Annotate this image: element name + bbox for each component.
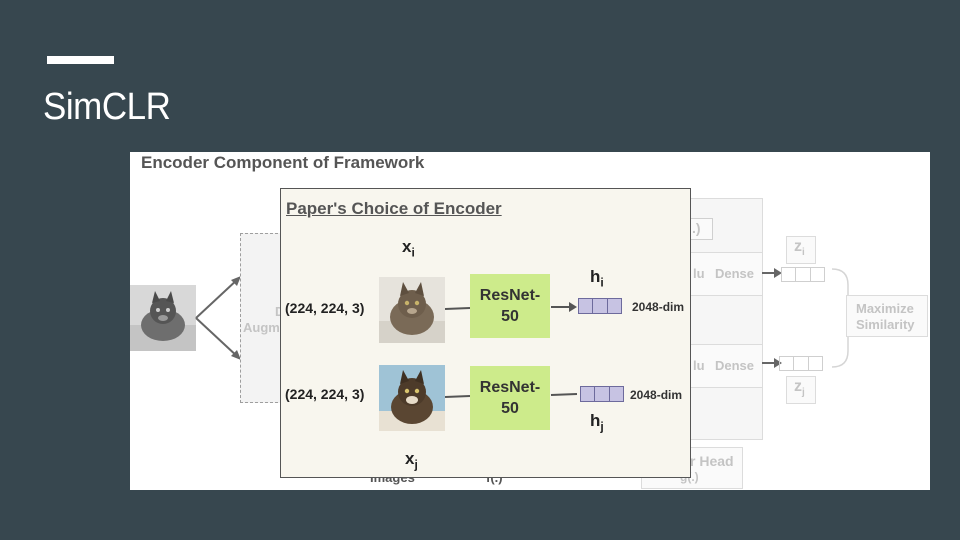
cat-image-j bbox=[379, 365, 445, 431]
bottom-vector-dim: 2048-dim bbox=[630, 388, 683, 402]
figure-title: Encoder Component of Framework bbox=[141, 153, 425, 172]
top-connector-lines bbox=[445, 302, 577, 312]
similarity-label: Similarity bbox=[856, 317, 915, 332]
z-i-label-box bbox=[786, 236, 816, 264]
h-j-vector bbox=[580, 386, 624, 402]
overlay-title: Paper's Choice of Encoder bbox=[286, 199, 502, 218]
augment-label-d: D bbox=[275, 304, 284, 319]
slide-title: SimCLR bbox=[43, 86, 171, 128]
input-cat-image bbox=[130, 285, 196, 351]
top-vector-dim: 2048-dim bbox=[632, 300, 685, 314]
resnet-50-bottom: ResNet- 50 bbox=[470, 366, 550, 430]
bottom-input-dims: (224, 224, 3) bbox=[285, 386, 365, 402]
z-i-vector bbox=[781, 267, 825, 282]
dense-top-label: Dense bbox=[715, 266, 755, 281]
h-i-vector bbox=[578, 298, 622, 314]
z-i-label: zi bbox=[794, 238, 805, 259]
x-j-label: xj bbox=[405, 449, 418, 472]
augment-label: Augm bbox=[243, 320, 280, 335]
z-j-vector bbox=[779, 356, 823, 371]
resnet-50-top: ResNet- 50 bbox=[470, 274, 550, 338]
x-i-label: xi bbox=[402, 237, 415, 260]
maximize-label: Maximize bbox=[856, 301, 914, 316]
h-i-label: hi bbox=[590, 267, 604, 290]
relu-bottom-label: lu bbox=[693, 358, 705, 373]
z-j-label: zj bbox=[794, 378, 805, 399]
bottom-connector-lines bbox=[445, 393, 578, 398]
dense-bottom-label: Dense bbox=[715, 358, 755, 373]
head-top-paren: .) bbox=[692, 220, 701, 236]
z-arrows bbox=[762, 268, 782, 368]
maximize-similarity-box bbox=[846, 295, 928, 337]
encoder-choice-overlay: Paper's Choice of Encoder xi (224, 224, … bbox=[280, 188, 691, 478]
title-accent-bar bbox=[47, 56, 114, 64]
augment-arrows bbox=[195, 276, 241, 360]
top-input-dims: (224, 224, 3) bbox=[285, 300, 365, 316]
h-j-label: hj bbox=[590, 411, 604, 434]
dense-bottom-box bbox=[689, 344, 763, 388]
head-bottom-label: r Head bbox=[690, 453, 734, 469]
z-j-label-box bbox=[786, 376, 816, 404]
framework-figure: Encoder Component of Framework D Augm .)… bbox=[130, 152, 930, 490]
relu-top-label: lu bbox=[693, 266, 705, 281]
cat-image-i bbox=[379, 277, 445, 343]
